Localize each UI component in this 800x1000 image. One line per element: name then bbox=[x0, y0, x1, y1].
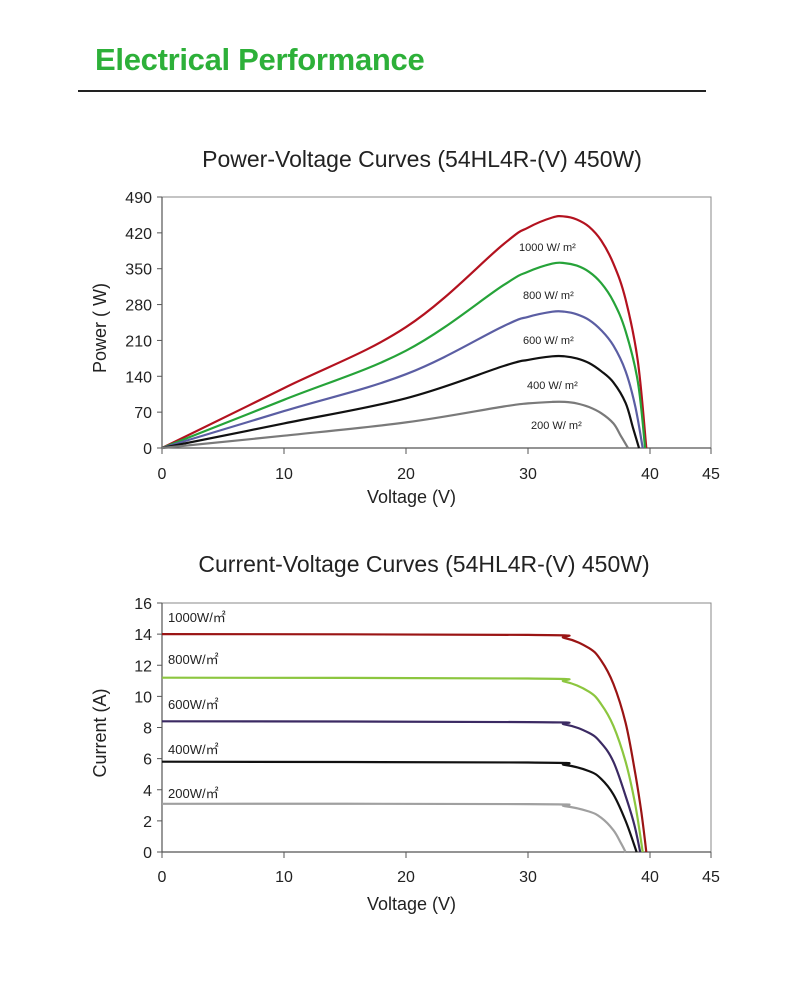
pv-series-label: 1000 W/ m² bbox=[519, 242, 576, 254]
pv-y-tick-label: 280 bbox=[125, 298, 152, 315]
iv-y-tick-label: 4 bbox=[143, 783, 152, 800]
pv-x-tick-label: 45 bbox=[702, 466, 720, 483]
pv-series-line bbox=[161, 354, 641, 450]
iv-y-axis-label: Current (A) bbox=[90, 688, 110, 777]
iv-x-axis-label: Voltage (V) bbox=[367, 894, 456, 914]
pv-y-tick-label: 350 bbox=[125, 262, 152, 279]
pv-y-tick-label: 420 bbox=[125, 226, 152, 243]
iv-y-tick-label: 8 bbox=[143, 721, 152, 738]
iv-chart-title: Current-Voltage Curves (54HL4R-(V) 450W) bbox=[198, 551, 650, 577]
iv-chart: 0 10 20 30 40 45 0 2 4 6 8 10 12 14 16 Voltage (V) Curre… bbox=[90, 596, 720, 914]
pv-chart: 0 10 20 30 40 45 0 70 140 210 280 350 420 490 Voltage … bbox=[90, 190, 720, 507]
pv-series-line bbox=[161, 215, 648, 449]
pv-series-label: 800 W/ m² bbox=[523, 290, 574, 302]
iv-x-tick-label: 10 bbox=[275, 869, 293, 886]
pv-x-tick-label: 10 bbox=[275, 466, 293, 483]
pv-y-axis-label: Power ( W) bbox=[90, 283, 110, 373]
pv-series-line bbox=[161, 400, 629, 450]
iv-series-line bbox=[161, 802, 627, 853]
iv-series-label: 1000W/㎡ bbox=[168, 610, 226, 625]
iv-series-label: 600W/㎡ bbox=[168, 697, 219, 712]
iv-y-tick-label: 10 bbox=[134, 689, 152, 706]
title-divider bbox=[78, 90, 706, 92]
pv-x-tick-label: 40 bbox=[641, 466, 659, 483]
pv-y-tick-label: 210 bbox=[125, 333, 152, 350]
pv-y-tick-label: 490 bbox=[125, 190, 152, 207]
iv-y-tick-label: 16 bbox=[134, 596, 152, 613]
iv-y-tick-label: 12 bbox=[134, 658, 152, 675]
iv-x-tick-label: 45 bbox=[702, 869, 720, 886]
iv-series-label: 800W/㎡ bbox=[168, 652, 219, 667]
iv-plot-frame bbox=[161, 602, 712, 853]
pv-series-label: 200 W/ m² bbox=[531, 420, 582, 432]
page-title: Electrical Performance bbox=[95, 42, 425, 77]
pv-series-label: 400 W/ m² bbox=[527, 380, 578, 392]
iv-x-tick-label: 30 bbox=[519, 869, 537, 886]
pv-y-tick-label: 70 bbox=[134, 405, 152, 422]
pv-x-tick-label: 0 bbox=[158, 466, 167, 483]
pv-series-line bbox=[161, 261, 647, 450]
pv-x-tick-label: 20 bbox=[397, 466, 415, 483]
iv-series-line bbox=[161, 676, 644, 853]
pv-x-axis-label: Voltage (V) bbox=[367, 487, 456, 507]
iv-series-line bbox=[161, 720, 642, 853]
iv-y-tick-label: 6 bbox=[143, 752, 152, 769]
pv-x-tick-label: 30 bbox=[519, 466, 537, 483]
pv-series-line bbox=[161, 310, 644, 450]
pv-chart-title: Power-Voltage Curves (54HL4R-(V) 450W) bbox=[202, 146, 642, 172]
pv-y-tick-label: 140 bbox=[125, 369, 152, 386]
iv-x-tick-label: 0 bbox=[158, 869, 167, 886]
iv-y-tick-label: 14 bbox=[134, 627, 152, 644]
iv-series-label: 200W/㎡ bbox=[168, 786, 219, 801]
iv-series-line bbox=[161, 760, 638, 853]
iv-x-tick-label: 40 bbox=[641, 869, 659, 886]
pv-y-tick-label: 0 bbox=[143, 441, 152, 458]
iv-y-tick-label: 2 bbox=[143, 814, 152, 831]
iv-series-line bbox=[161, 633, 648, 853]
iv-y-tick-label: 0 bbox=[143, 845, 152, 862]
iv-series-label: 400W/㎡ bbox=[168, 742, 219, 757]
iv-x-tick-label: 20 bbox=[397, 869, 415, 886]
pv-series-label: 600 W/ m² bbox=[523, 335, 574, 347]
